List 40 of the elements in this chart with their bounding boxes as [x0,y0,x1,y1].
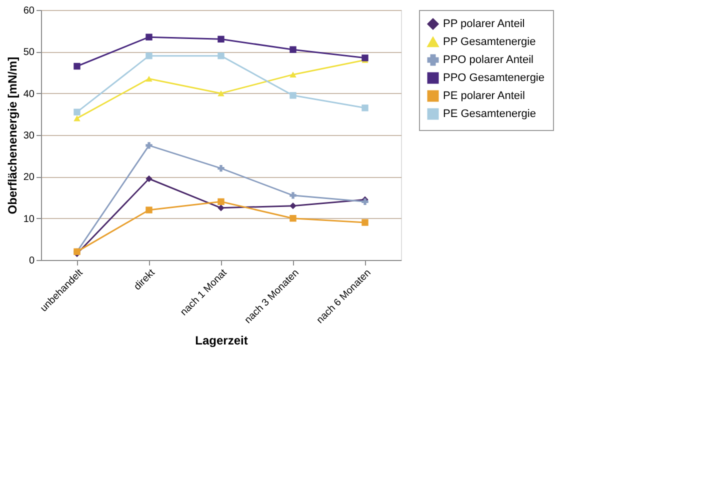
point [74,62,80,70]
point [218,36,224,43]
point [290,192,296,199]
point [218,90,224,96]
point [362,54,368,62]
legend-label: PP polarer Anteil [443,18,525,30]
legend-label: PPO Gesamtenergie [443,72,544,84]
y-tick-label: 10 [23,214,35,225]
point [218,198,224,206]
point [290,202,296,210]
point [362,104,368,112]
point [218,52,224,60]
point [362,198,368,206]
point [218,204,224,212]
legend-label: PE Gesamtenergie [443,108,536,120]
point [218,164,224,172]
legend-label: PP Gesamtenergie [443,36,536,48]
y-axis-title: Oberflächenenergie [mN/m] [5,56,20,214]
point [290,46,296,53]
point [362,219,368,226]
point [146,175,152,182]
point [290,92,296,99]
point [290,214,296,222]
point [146,34,152,40]
y-tick-label: 0 [28,256,35,266]
y-tick-label: 40 [23,88,35,100]
point [146,76,152,82]
point [146,142,152,149]
point [290,72,296,78]
y-tick-label: 50 [23,47,35,58]
y-tick-label: 20 [23,172,35,184]
y-tick-label: 60 [23,6,35,16]
legend-label: PPO polarer Anteil [443,54,534,66]
y-tick-label: 30 [23,130,35,142]
point [146,52,152,60]
point [146,206,152,214]
point [74,115,80,122]
x-axis-title: Lagerzeit [195,333,248,348]
point [74,108,80,116]
legend-label: PE polarer Anteil [443,90,525,102]
